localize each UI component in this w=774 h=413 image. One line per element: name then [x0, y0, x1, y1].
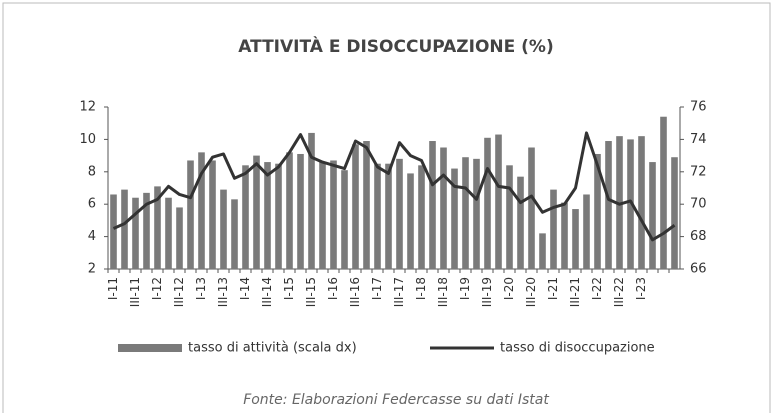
bar	[627, 139, 634, 269]
x-tick-label: I-11	[106, 277, 120, 300]
y-tick-label: 8	[88, 164, 96, 179]
x-tick-label: III-20	[524, 277, 538, 307]
y-tick-label: 10	[79, 132, 96, 147]
bar	[484, 137, 491, 269]
bar	[198, 152, 205, 269]
y2-tick-label: 74	[690, 132, 707, 147]
bar	[506, 165, 513, 269]
bar	[121, 189, 128, 269]
x-tick-label: III-21	[568, 277, 582, 307]
bar	[319, 162, 326, 269]
bar	[660, 116, 667, 269]
x-tick-label: III-15	[304, 277, 318, 307]
bar	[165, 197, 172, 269]
bar	[110, 194, 117, 269]
bar	[363, 141, 370, 269]
bar	[220, 189, 227, 269]
x-tick-label: III-12	[172, 277, 186, 307]
bar	[132, 197, 139, 269]
y2-tick-label: 70	[690, 197, 707, 212]
x-tick-label: I-18	[414, 277, 428, 300]
bar	[242, 165, 249, 269]
chart-title: ATTIVITÀ E DISOCCUPAZIONE (%)	[238, 35, 554, 57]
bar	[341, 170, 348, 269]
bar	[154, 186, 161, 269]
bar	[649, 162, 656, 269]
y-tick-label: 12	[79, 100, 96, 115]
bar	[297, 153, 304, 269]
bar	[352, 144, 359, 269]
x-tick-label: I-15	[282, 277, 296, 300]
bar	[396, 158, 403, 269]
bar	[495, 134, 502, 269]
bar	[143, 192, 150, 269]
bar	[528, 147, 535, 269]
x-tick-label: I-22	[590, 277, 604, 300]
bar	[209, 160, 216, 269]
bar	[440, 147, 447, 269]
y2-tick-label: 68	[690, 229, 707, 244]
x-tick-label: III-16	[348, 277, 362, 307]
bar	[418, 165, 425, 269]
bar	[561, 202, 568, 269]
x-tick-label: I-20	[502, 277, 516, 300]
x-tick-label: I-21	[546, 277, 560, 300]
y2-tick-label: 66	[690, 262, 707, 277]
x-tick-label: III-11	[128, 277, 142, 307]
x-tick-label: I-14	[238, 277, 252, 300]
bar	[671, 157, 678, 269]
legend-label: tasso di attività (scala dx)	[188, 341, 357, 356]
x-tick-label: III-14	[260, 277, 274, 307]
bar	[407, 173, 414, 269]
bar	[231, 199, 238, 269]
legend-swatch	[118, 344, 182, 352]
bar	[330, 160, 337, 269]
x-tick-label: III-13	[216, 277, 230, 307]
x-tick-label: III-22	[612, 277, 626, 307]
bar	[517, 176, 524, 269]
y-tick-label: 2	[88, 262, 96, 277]
x-tick-label: I-17	[370, 277, 384, 300]
bar	[187, 160, 194, 269]
y-tick-label: 4	[88, 229, 96, 244]
y2-tick-label: 76	[690, 100, 707, 115]
bar	[638, 136, 645, 269]
bar	[385, 163, 392, 269]
bar	[605, 141, 612, 269]
bar	[473, 158, 480, 269]
y2-tick-label: 72	[690, 164, 707, 179]
x-tick-label: I-12	[150, 277, 164, 300]
legend-label: tasso di disoccupazione	[500, 341, 655, 356]
line	[112, 131, 676, 242]
x-tick-label: III-19	[480, 277, 494, 307]
bar	[253, 155, 260, 269]
bar	[275, 163, 282, 269]
y-tick-label: 6	[88, 197, 96, 212]
x-tick-label: I-23	[634, 277, 648, 300]
bar	[572, 209, 579, 269]
bar	[264, 162, 271, 269]
bar	[286, 152, 293, 269]
bar	[176, 207, 183, 269]
source: Fonte: Elaborazioni Federcasse su dati I…	[243, 392, 549, 408]
bar	[451, 168, 458, 269]
bar	[429, 141, 436, 269]
bar	[308, 132, 315, 269]
bar	[594, 153, 601, 269]
x-tick-label: III-18	[436, 277, 450, 307]
x-tick-label: I-19	[458, 277, 472, 300]
bar	[462, 157, 469, 269]
bar	[539, 233, 546, 269]
bar	[583, 194, 590, 269]
x-tick-label: I-13	[194, 277, 208, 300]
x-tick-label: III-17	[392, 277, 406, 307]
bar	[550, 189, 557, 269]
x-tick-label: I-16	[326, 277, 340, 300]
bar	[374, 163, 381, 269]
